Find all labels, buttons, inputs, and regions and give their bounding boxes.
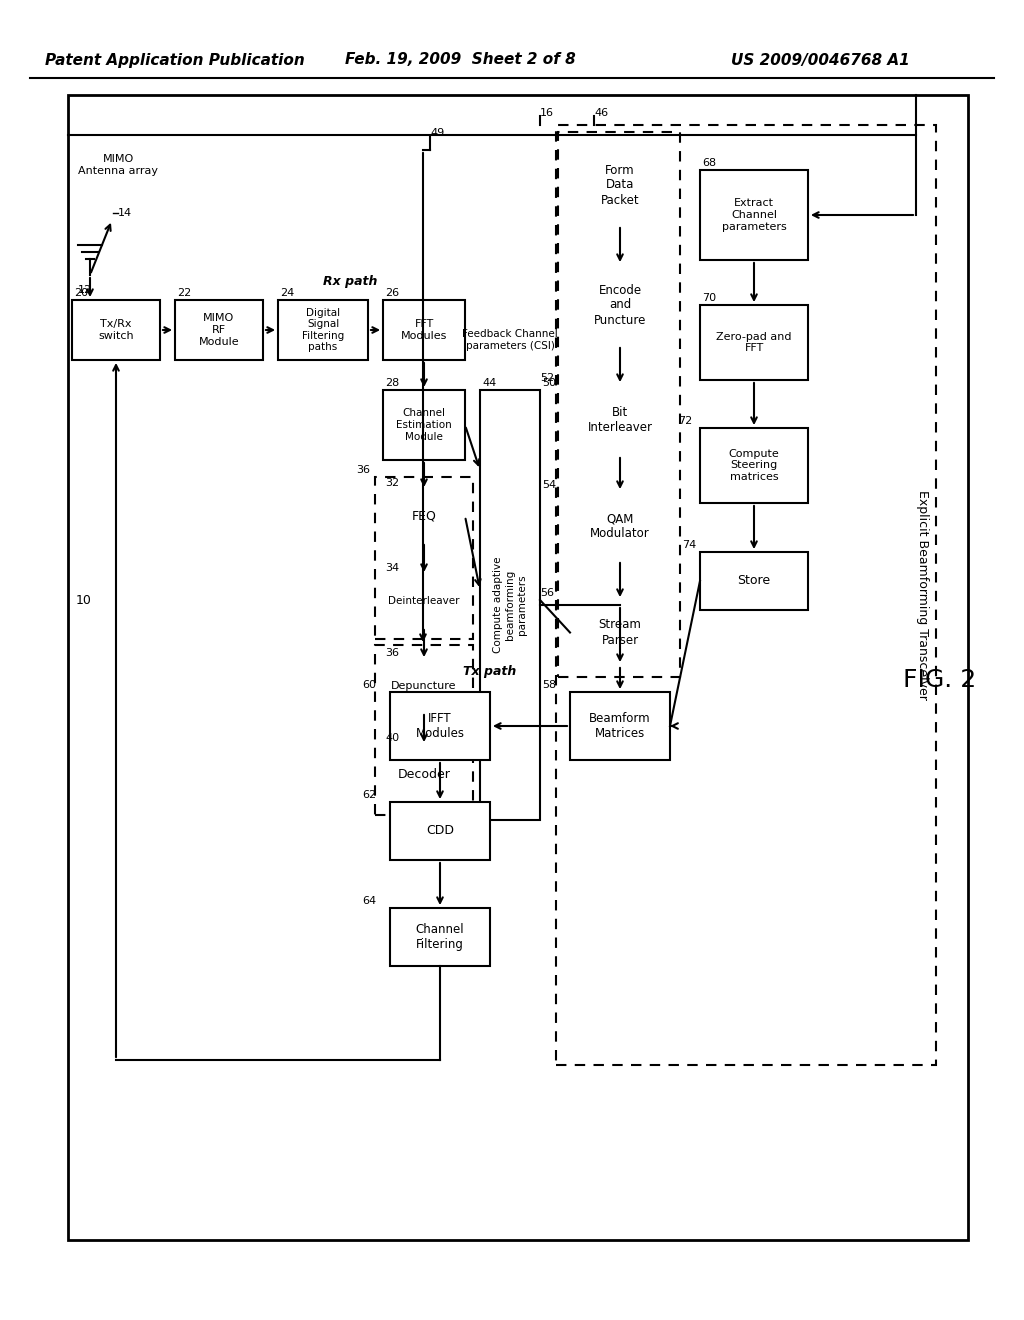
- Text: 10: 10: [76, 594, 92, 606]
- Text: 54: 54: [542, 480, 556, 490]
- Text: Encode
and
Puncture: Encode and Puncture: [594, 284, 646, 326]
- Text: Bit
Interleaver: Bit Interleaver: [588, 407, 652, 434]
- Text: Decoder: Decoder: [397, 767, 451, 780]
- Text: 74: 74: [682, 540, 696, 550]
- Text: Depuncture: Depuncture: [391, 681, 457, 690]
- Bar: [570, 385, 670, 455]
- Text: Stream
Parser: Stream Parser: [599, 619, 641, 647]
- Text: 68: 68: [702, 158, 716, 168]
- Bar: [278, 300, 368, 360]
- Bar: [175, 300, 263, 360]
- Text: 50: 50: [542, 378, 556, 388]
- Text: 36: 36: [356, 465, 370, 475]
- Bar: [383, 744, 465, 803]
- Text: 44: 44: [482, 378, 497, 388]
- Text: CDD: CDD: [426, 825, 454, 837]
- Bar: [480, 389, 540, 820]
- Text: Tx path: Tx path: [464, 665, 517, 678]
- Text: 52: 52: [540, 374, 554, 383]
- Text: Deinterleaver: Deinterleaver: [388, 597, 460, 606]
- Text: Digital
Signal
Filtering
paths: Digital Signal Filtering paths: [302, 308, 344, 352]
- Bar: [700, 170, 808, 260]
- Text: Tx/Rx
switch: Tx/Rx switch: [98, 319, 134, 341]
- Text: 26: 26: [385, 288, 399, 298]
- Bar: [700, 552, 808, 610]
- Text: 20: 20: [74, 288, 88, 298]
- Bar: [570, 145, 670, 224]
- Text: 36: 36: [385, 648, 399, 657]
- Text: FFT
Modules: FFT Modules: [400, 319, 447, 341]
- Bar: [375, 645, 473, 814]
- Text: Extract
Channel
parameters: Extract Channel parameters: [722, 198, 786, 231]
- Bar: [700, 428, 808, 503]
- Text: Form
Data
Packet: Form Data Packet: [601, 164, 639, 206]
- Bar: [72, 300, 160, 360]
- Text: 58: 58: [542, 680, 556, 690]
- Bar: [570, 692, 670, 760]
- Text: 34: 34: [385, 564, 399, 573]
- Bar: [570, 601, 670, 665]
- Bar: [383, 576, 465, 627]
- Bar: [383, 490, 465, 543]
- Text: 16: 16: [540, 108, 554, 117]
- Text: 28: 28: [385, 378, 399, 388]
- Bar: [700, 305, 808, 380]
- Bar: [68, 95, 968, 1239]
- Bar: [390, 803, 490, 861]
- Text: MIMO
RF
Module: MIMO RF Module: [199, 313, 240, 347]
- Text: IFFT
Modules: IFFT Modules: [416, 711, 465, 741]
- Text: 40: 40: [385, 733, 399, 743]
- Bar: [570, 492, 670, 560]
- Bar: [375, 477, 473, 639]
- Bar: [556, 125, 936, 1065]
- Text: MIMO
Antenna array: MIMO Antenna array: [78, 154, 158, 176]
- Text: US 2009/0046768 A1: US 2009/0046768 A1: [731, 53, 909, 67]
- Bar: [390, 692, 490, 760]
- Text: Rx path: Rx path: [323, 276, 377, 289]
- Text: Channel
Estimation
Module: Channel Estimation Module: [396, 408, 452, 442]
- Text: Compute
Steering
matrices: Compute Steering matrices: [729, 449, 779, 482]
- Text: Channel
Filtering: Channel Filtering: [416, 923, 464, 950]
- Text: Compute adaptive
beamforming
parameters: Compute adaptive beamforming parameters: [494, 557, 526, 653]
- Text: 14: 14: [118, 209, 132, 218]
- Text: 72: 72: [678, 416, 692, 426]
- Text: 22: 22: [177, 288, 191, 298]
- Text: 12: 12: [78, 285, 92, 294]
- Text: Explicit Beamforming Transceiver: Explicit Beamforming Transceiver: [915, 490, 929, 700]
- Text: Feb. 19, 2009  Sheet 2 of 8: Feb. 19, 2009 Sheet 2 of 8: [345, 53, 575, 67]
- Text: FIG. 2: FIG. 2: [903, 668, 977, 692]
- Text: 24: 24: [280, 288, 294, 298]
- Text: 46: 46: [594, 108, 608, 117]
- Bar: [570, 265, 670, 345]
- Text: 56: 56: [540, 587, 554, 598]
- Text: 70: 70: [702, 293, 716, 304]
- Text: Feedback Channel
parameters (CSI): Feedback Channel parameters (CSI): [462, 329, 558, 351]
- Text: 64: 64: [362, 896, 376, 906]
- Text: Beamform
Matrices: Beamform Matrices: [589, 711, 651, 741]
- Text: 62: 62: [362, 789, 376, 800]
- Text: 49: 49: [430, 128, 444, 139]
- Bar: [383, 300, 465, 360]
- Bar: [383, 389, 465, 459]
- Text: QAM
Modulator: QAM Modulator: [590, 512, 650, 540]
- Bar: [383, 660, 465, 711]
- Text: 32: 32: [385, 478, 399, 488]
- Text: Zero-pad and
FFT: Zero-pad and FFT: [716, 331, 792, 354]
- Text: FEQ: FEQ: [412, 510, 436, 523]
- Text: Patent Application Publication: Patent Application Publication: [45, 53, 305, 67]
- Text: 60: 60: [362, 680, 376, 690]
- Bar: [390, 908, 490, 966]
- Text: Store: Store: [737, 574, 771, 587]
- Bar: [558, 132, 680, 677]
